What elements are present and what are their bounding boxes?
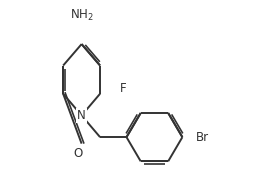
Text: NH$_2$: NH$_2$ bbox=[70, 8, 93, 23]
Text: Br: Br bbox=[196, 131, 209, 144]
Text: F: F bbox=[120, 82, 126, 95]
Text: O: O bbox=[73, 147, 83, 160]
Text: N: N bbox=[77, 109, 86, 122]
